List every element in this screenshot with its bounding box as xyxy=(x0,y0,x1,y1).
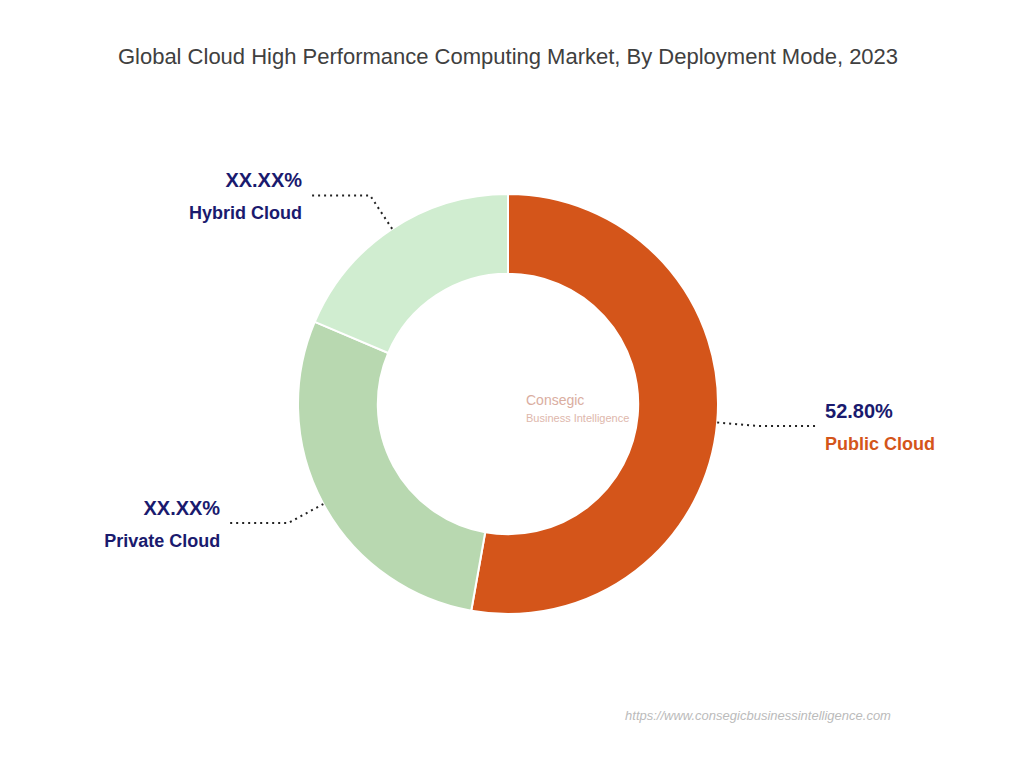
html-text:Business Intelligence: Business Intelligence xyxy=(526,412,630,424)
html-text:Consegic: Consegic xyxy=(526,392,585,408)
svg-text:Public Cloud: Public Cloud xyxy=(825,434,935,454)
svg-text:52.80%: 52.80% xyxy=(825,400,893,422)
svg-text:XX.XX%: XX.XX% xyxy=(143,497,220,519)
html-text:https://www.consegicbusinessin: https://www.consegicbusinessintelligence… xyxy=(625,708,891,723)
svg-text:Private Cloud: Private Cloud xyxy=(104,531,220,551)
svg-text:XX.XX%: XX.XX% xyxy=(225,169,302,191)
html-text:Global Cloud High Performance: Global Cloud High Performance Computing … xyxy=(117,44,899,69)
svg-text:Hybrid Cloud: Hybrid Cloud xyxy=(189,203,302,223)
